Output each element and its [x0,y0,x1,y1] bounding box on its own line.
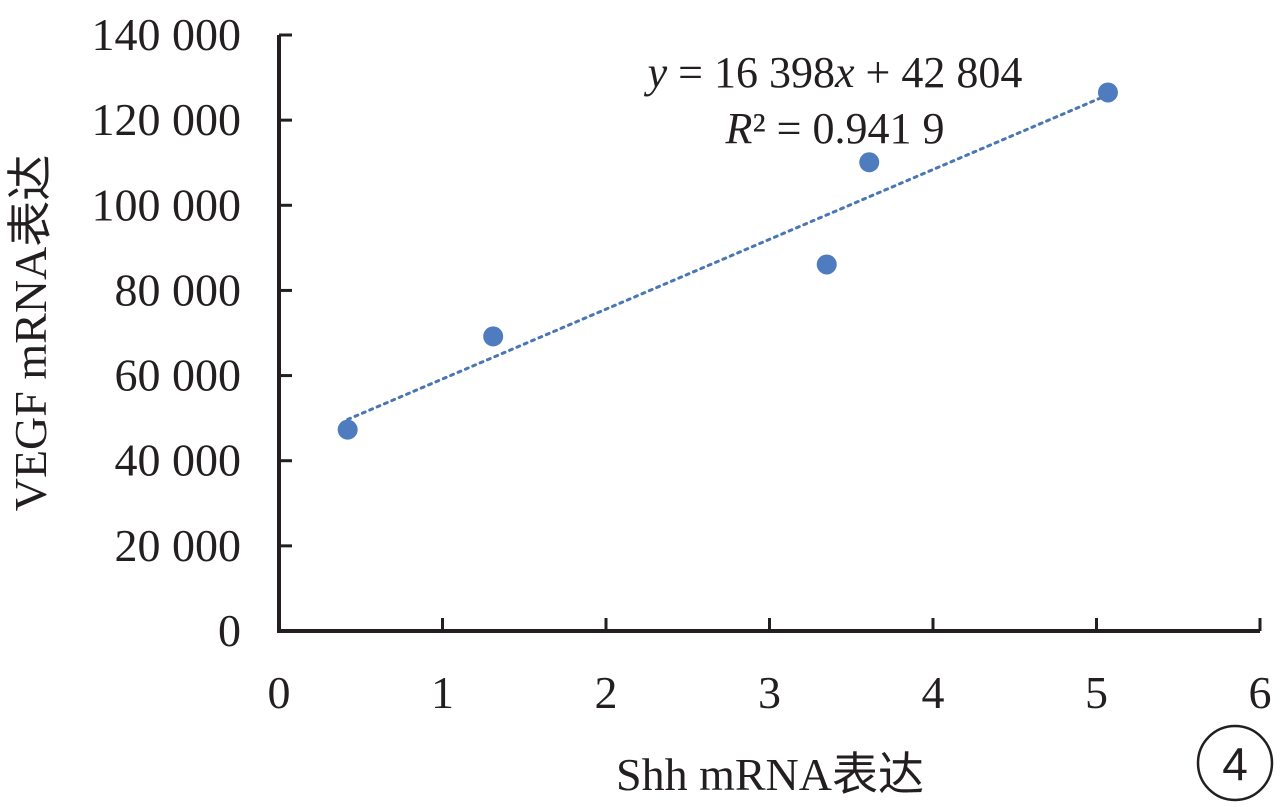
y-axis-title: VEGF mRNA表达 [5,155,56,512]
x-tick-label: 5 [1085,667,1108,718]
y-tick-label: 120 000 [92,94,242,145]
r-squared: R² = 0.941 9 [725,104,945,153]
y-tick-label: 0 [218,605,241,656]
y-tick-labels: 0 20 000 40 000 60 000 80 000 100 000 120 000 1… [92,9,242,656]
trendline-equation: y = 16 398x + 42 804 [644,48,1023,97]
x-tick-label: 0 [268,667,291,718]
eq-y: y [644,48,668,97]
axes [277,33,1262,633]
eq-intercept: + 42 804 [855,48,1023,97]
eq-slope: = 16 398 [667,48,835,97]
y-tick-label: 100 000 [92,179,242,230]
eq-x: x [834,48,855,97]
x-tick-label: 1 [431,667,454,718]
panel-label-circle [1196,724,1274,802]
panel-label: 4 [1196,724,1274,802]
trendline [346,93,1110,421]
y-tick-label: 40 000 [115,435,242,486]
data-point [1097,82,1118,103]
r-value: ² = 0.941 9 [752,104,944,153]
x-tick-labels: 0 1 2 3 4 5 6 [268,667,1272,718]
panel-label-text: 4 [1222,738,1248,790]
r-symbol: R [725,104,753,153]
y-tick-label: 60 000 [115,350,242,401]
data-point [816,254,837,275]
y-tick-label: 140 000 [92,9,242,60]
x-tick-label: 4 [922,667,945,718]
data-point [483,326,504,347]
data-point [859,152,880,173]
data-points [337,82,1118,440]
y-tick-label: 20 000 [115,520,242,571]
x-tick-label: 2 [595,667,618,718]
x-tick-label: 3 [758,667,781,718]
x-tick-label: 6 [1249,667,1272,718]
data-point [337,419,358,440]
y-tick-label: 80 000 [115,264,242,315]
x-axis-title: Shh mRNA表达 [616,749,924,800]
